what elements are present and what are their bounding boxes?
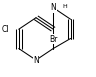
Text: N: N [33, 56, 39, 65]
Text: Br: Br [49, 35, 58, 44]
Text: Cl: Cl [2, 25, 9, 34]
Text: N: N [50, 3, 56, 12]
Text: H: H [62, 4, 67, 9]
